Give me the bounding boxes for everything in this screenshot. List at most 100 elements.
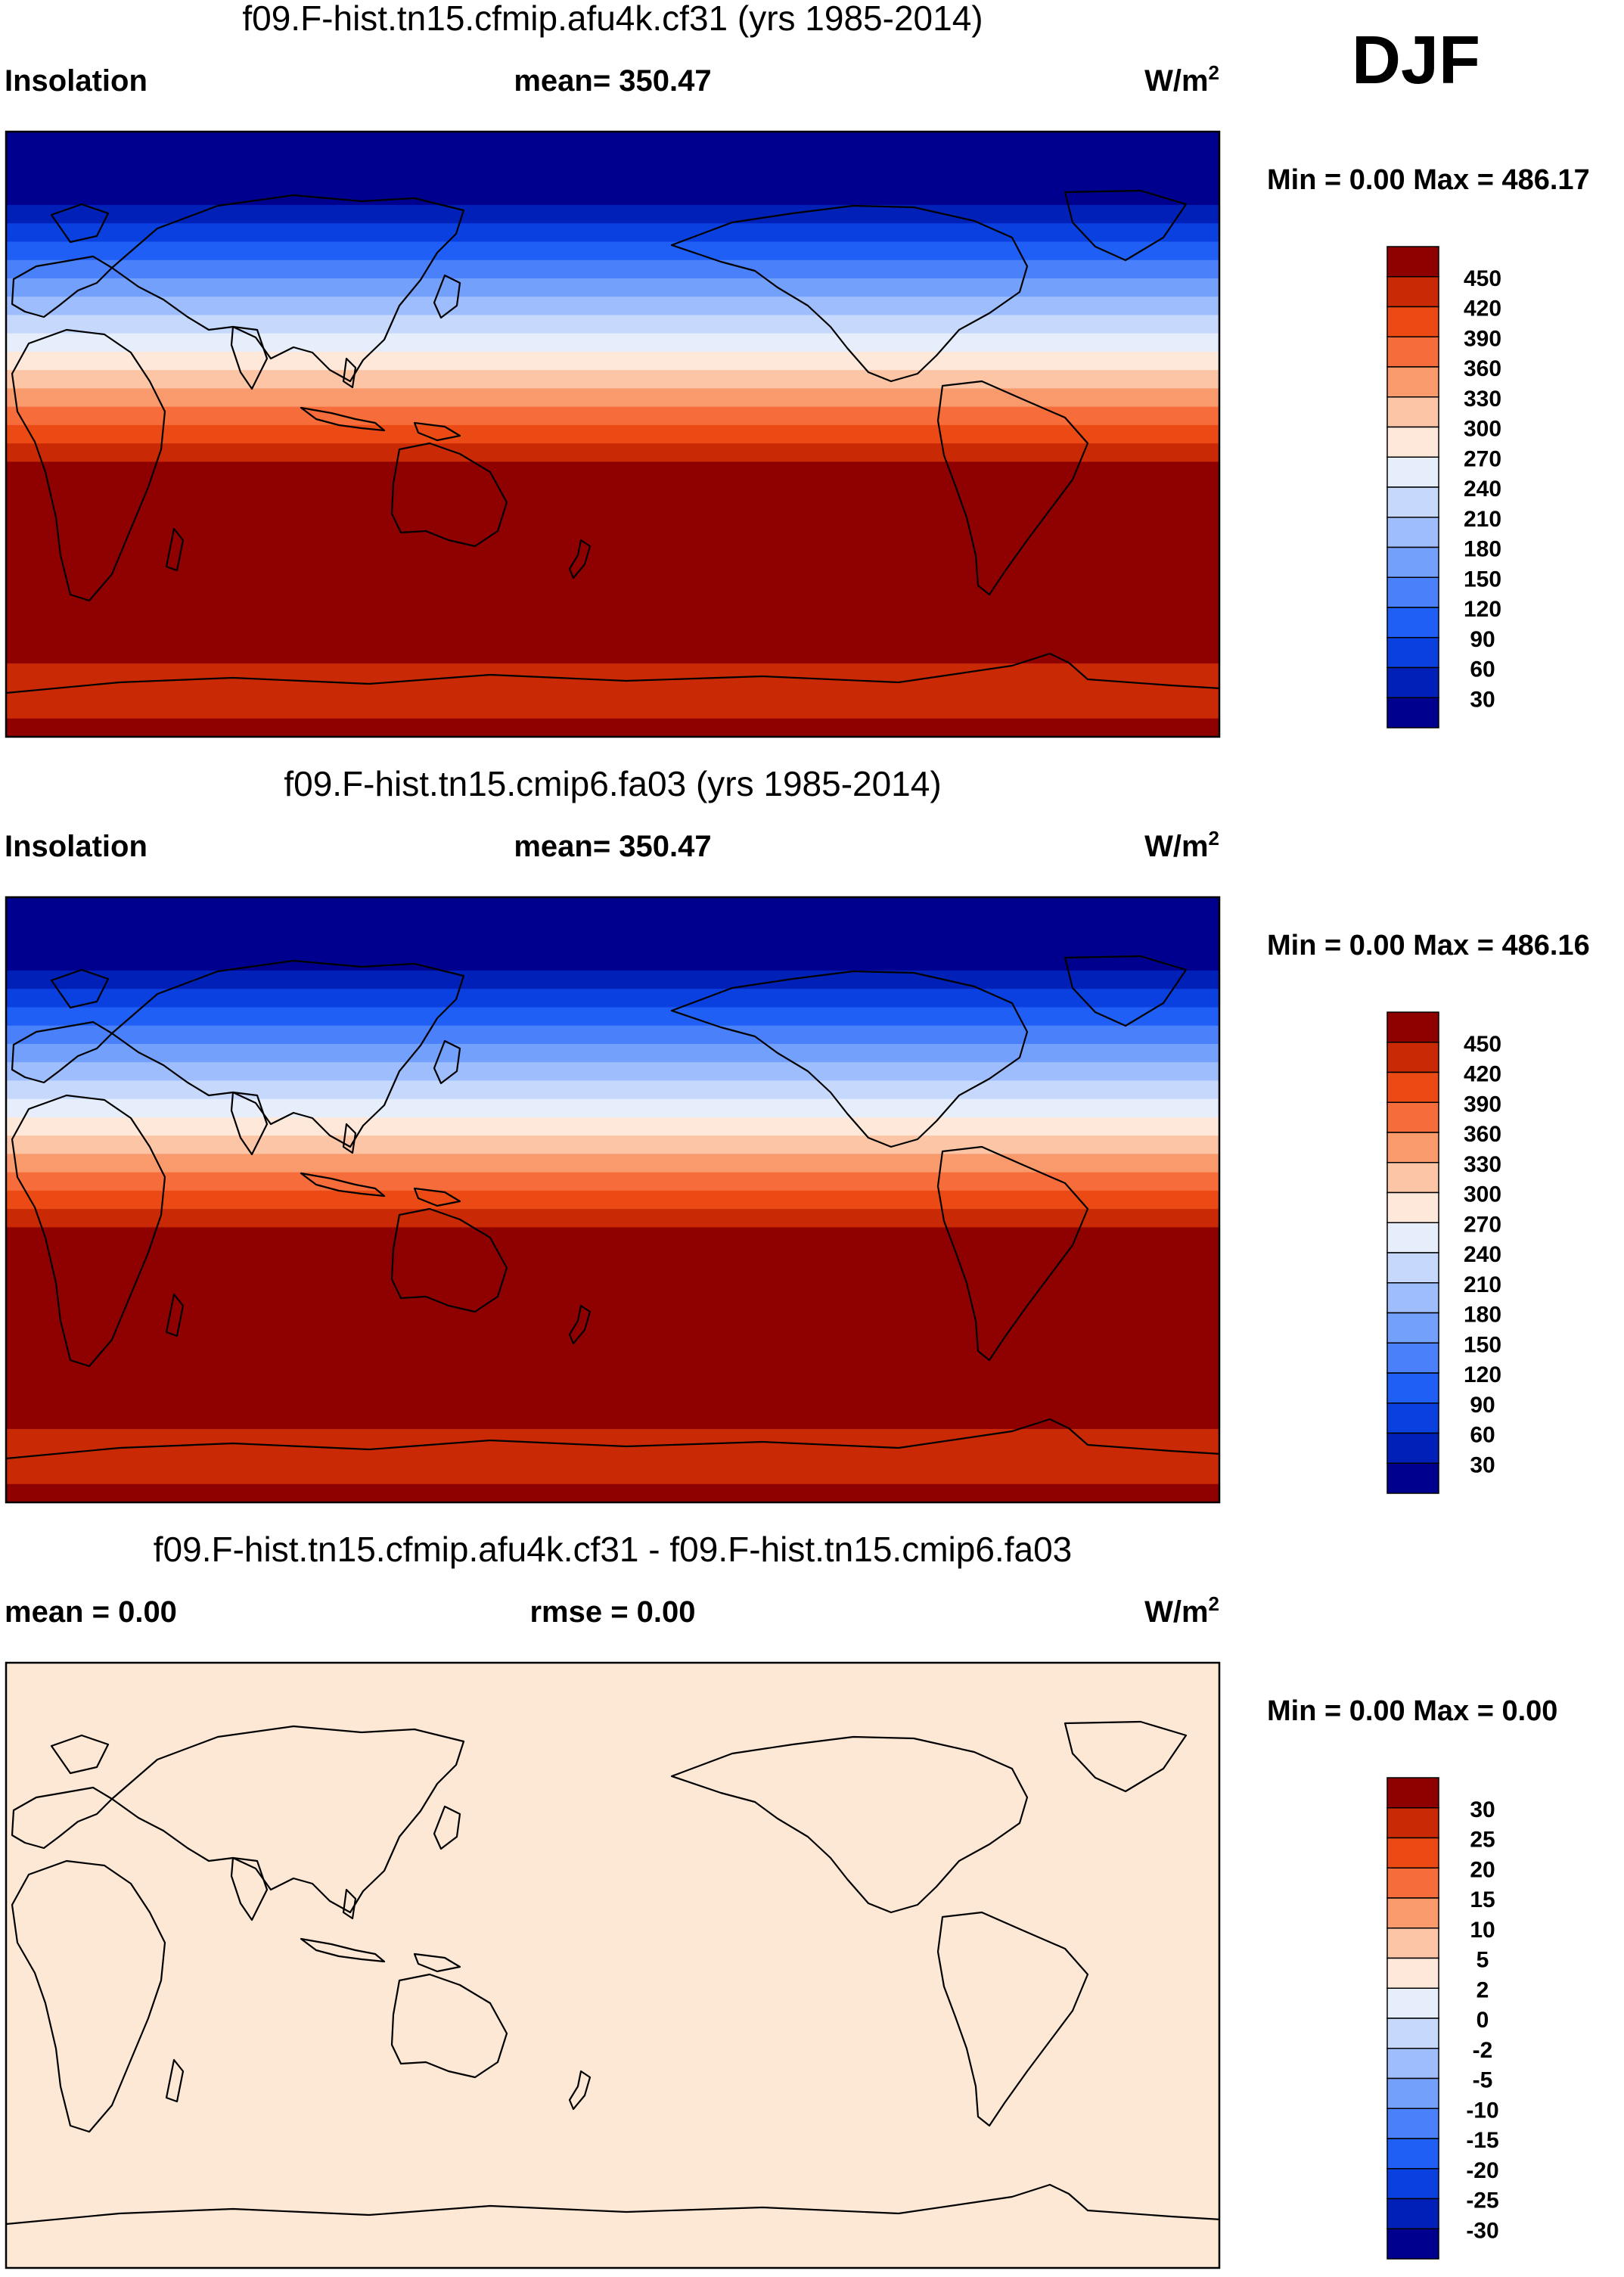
colorbar-tick-label: 5 (1477, 1948, 1489, 1973)
latitude-band (6, 1245, 1219, 1265)
colorbar-swatch (1386, 456, 1439, 488)
colorbar-swatch (1386, 546, 1439, 578)
colorbar-swatch (1386, 1191, 1439, 1223)
latitude-band (6, 132, 1219, 151)
colorbar-swatch (1386, 486, 1439, 518)
latitude-band (6, 1154, 1219, 1173)
colorbar-tick-label: 60 (1470, 1423, 1495, 1448)
latitude-band (6, 718, 1219, 737)
colorbar-swatch (1386, 1403, 1439, 1434)
colorbar-swatch (1386, 1777, 1439, 1809)
colorbar-tick-label: 15 (1470, 1887, 1495, 1912)
latitude-band (6, 150, 1219, 169)
latitude-band (6, 1410, 1219, 1430)
latitude-band (6, 1209, 1219, 1228)
colorbar-swatch (1386, 666, 1439, 698)
min-max-label: Min = 0.00 Max = 0.00 (1267, 1695, 1557, 1727)
latitude-band (6, 1374, 1219, 1393)
colorbar-tick-label: 240 (1464, 477, 1501, 502)
latitude-band (6, 700, 1219, 719)
colorbar-tick-label: 330 (1464, 387, 1501, 412)
panel-title: f09.F-hist.tn15.cfmip.afu4k.cf31 - f09.F… (154, 1530, 1072, 1569)
colorbar-swatch (1386, 246, 1439, 278)
colorbar-swatch (1386, 517, 1439, 548)
colorbar-tick-label: 120 (1464, 1362, 1501, 1387)
colorbar-tick-label: 0 (1477, 2008, 1489, 2033)
colorbar-swatch (1386, 607, 1439, 638)
latitude-band (6, 259, 1219, 279)
colorbar-tick-label: 2 (1477, 1977, 1489, 2002)
colorbar-swatch (1386, 1011, 1439, 1043)
colorbar-swatch (1386, 396, 1439, 428)
latitude-band (6, 553, 1219, 573)
latitude-band (6, 1337, 1219, 1356)
latitude-band (6, 186, 1219, 206)
colorbar-tick-label: 390 (1464, 326, 1501, 351)
colorbar-tick-label: -2 (1473, 2038, 1493, 2063)
colorbar-tick-label: 10 (1470, 1918, 1495, 1943)
latitude-band (6, 571, 1219, 591)
latitude-band (6, 443, 1219, 462)
colorbar-swatch (1386, 2138, 1439, 2170)
latitude-band (6, 897, 1219, 916)
colorbar-tick-label: 270 (1464, 446, 1501, 471)
colorbar-swatch (1386, 1282, 1439, 1314)
latitude-band (6, 1227, 1219, 1247)
latitude-band (6, 1263, 1219, 1283)
colorbar-swatch (1386, 2048, 1439, 2080)
units-label: W/m2 (1144, 827, 1219, 863)
latitude-band (6, 989, 1219, 1008)
min-max-label: Min = 0.00 Max = 486.17 (1267, 164, 1590, 196)
colorbar-tick-label: 20 (1470, 1857, 1495, 1882)
latitude-band (6, 1392, 1219, 1412)
colorbar-tick-label: 270 (1464, 1212, 1501, 1237)
latitude-band (6, 480, 1219, 499)
latitude-band (6, 952, 1219, 971)
colorbar-tick-label: 30 (1470, 1797, 1495, 1822)
colorbar-tick-label: -20 (1466, 2158, 1498, 2183)
colorbar-swatch (1386, 1837, 1439, 1869)
latitude-band (6, 517, 1219, 536)
difference-field (6, 1663, 1219, 2268)
colorbar-tick-label: 420 (1464, 1062, 1501, 1087)
center-label: mean= 350.47 (514, 64, 711, 98)
colorbar-tick-label: 25 (1470, 1828, 1495, 1853)
latitude-band (6, 626, 1219, 646)
colorbar-tick-label: 360 (1464, 1122, 1501, 1147)
colorbar-tick-label: 330 (1464, 1152, 1501, 1177)
colorbar-tick-label: 360 (1464, 356, 1501, 381)
latitude-band (6, 1282, 1219, 1301)
colorbar-swatch (1386, 1252, 1439, 1284)
latitude-band (6, 297, 1219, 316)
latitude-band (6, 1007, 1219, 1027)
colorbar-swatch (1386, 1372, 1439, 1404)
panel-title: f09.F-hist.tn15.cmip6.fa03 (yrs 1985-201… (284, 764, 941, 803)
colorbar-swatch (1386, 1042, 1439, 1073)
colorbar-swatch (1386, 336, 1439, 368)
latitude-band (6, 933, 1219, 953)
colorbar-swatch (1386, 2077, 1439, 2109)
colorbar-tick-label: 120 (1464, 597, 1501, 622)
latitude-band (6, 351, 1219, 371)
season-label: DJF (1352, 23, 1480, 98)
latitude-band (6, 915, 1219, 935)
latitude-band (6, 1135, 1219, 1154)
colorbar-swatch (1386, 2168, 1439, 2200)
latitude-band (6, 315, 1219, 334)
latitude-band (6, 970, 1219, 989)
colorbar: 450 420 390 360 330 300 270 240 210 180 150 120 90 60… (1386, 1011, 1501, 1494)
map-panel-3: f09.F-hist.tn15.cfmip.afu4k.cf31 - f09.F… (5, 1530, 1557, 2269)
colorbar-swatch (1386, 1957, 1439, 1989)
left-label: mean = 0.00 (5, 1595, 177, 1629)
units-label: W/m2 (1144, 61, 1219, 98)
latitude-band (6, 1080, 1219, 1100)
latitude-band (6, 608, 1219, 628)
map-frame (5, 1661, 1221, 2269)
panel-title: f09.F-hist.tn15.cfmip.afu4k.cf31 (yrs 19… (242, 0, 983, 38)
latitude-band (6, 1356, 1219, 1375)
colorbar-tick-label: 420 (1464, 297, 1501, 322)
latitude-band (6, 682, 1219, 701)
colorbar-swatch (1386, 697, 1439, 728)
colorbar-tick-label: 180 (1464, 1303, 1501, 1328)
